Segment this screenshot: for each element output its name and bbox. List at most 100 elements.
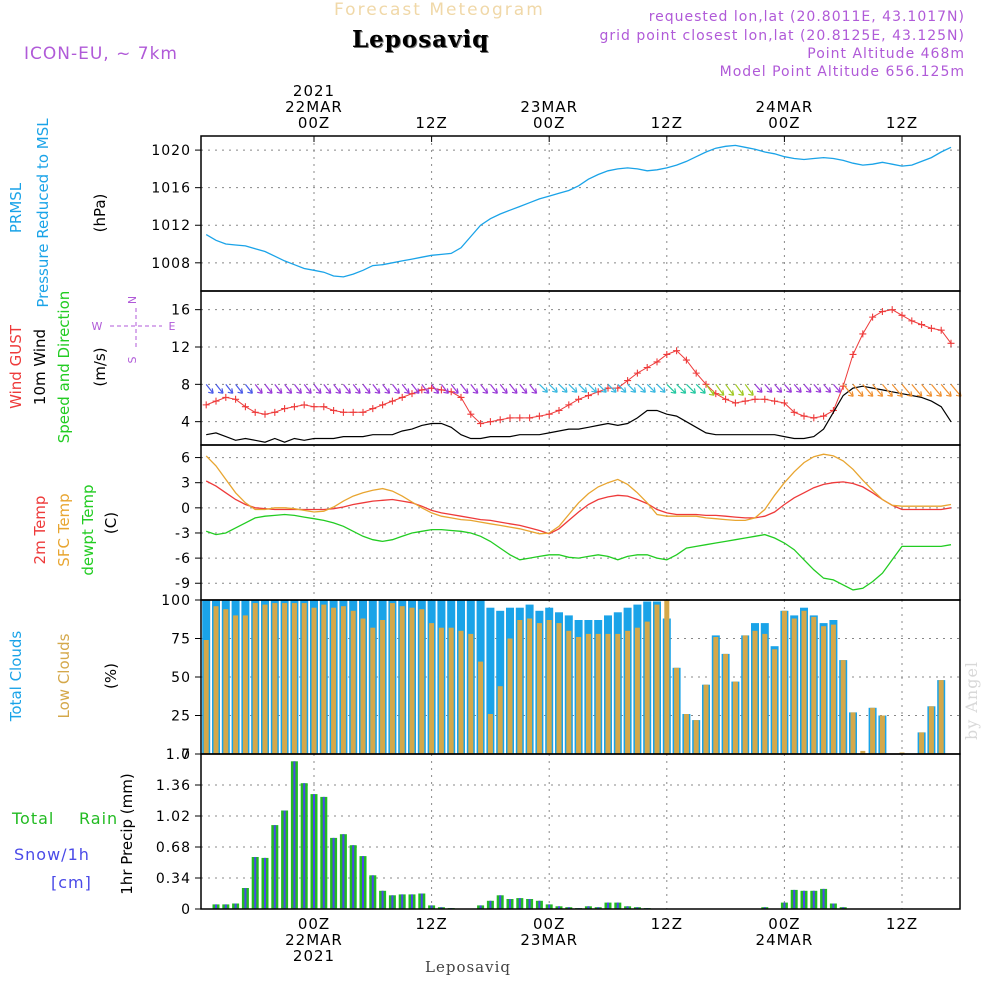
gust-marker [947, 339, 955, 347]
gust-marker [261, 410, 269, 418]
wind-direction-arrow [489, 383, 498, 394]
wind-direction-arrow [813, 383, 822, 393]
location-title: Leposaviq [352, 26, 490, 53]
gust-marker [212, 397, 220, 405]
precip-bar-core [616, 902, 619, 909]
wind-direction-arrow [901, 383, 913, 397]
low-cloud-bar [497, 686, 503, 754]
precip-bar-core [264, 857, 266, 909]
gust-marker [339, 408, 347, 416]
temp-unit: (C) [102, 512, 120, 534]
precip-bar-core [587, 906, 590, 909]
compass-north: N [126, 296, 139, 304]
low-cloud-bar [870, 707, 876, 754]
wind-direction-arrow [734, 383, 744, 396]
low-cloud-bar [389, 603, 395, 754]
y-tick-label: 100 [161, 593, 191, 609]
cloud-label-1: Total Clouds [7, 631, 25, 723]
low-cloud-bar [546, 620, 552, 754]
wind-direction-arrow [333, 383, 342, 394]
gust-marker [692, 369, 700, 377]
precip-bar-core [234, 903, 237, 909]
wind-direction-arrow [460, 383, 469, 394]
low-cloud-bar [213, 606, 219, 754]
precip-bar-core [283, 810, 286, 909]
top-time-label: 00Z [533, 114, 565, 132]
y-tick-label: 16 [171, 303, 191, 319]
low-cloud-bar [830, 624, 836, 754]
y-tick-label: 12 [171, 340, 191, 356]
top-time-label: 00Z [768, 114, 800, 132]
low-cloud-bar [438, 627, 444, 754]
gust-marker [643, 364, 651, 372]
precip-bar-core [636, 907, 639, 909]
gust-marker [506, 414, 514, 422]
low-cloud-bar [605, 633, 611, 754]
gust-marker [810, 414, 818, 422]
temp-label-3: dewpt Temp [79, 484, 97, 575]
wind-direction-arrow [284, 383, 293, 394]
wind-direction-arrow [538, 383, 548, 393]
wind-direction-arrow [264, 383, 273, 394]
gust-marker [849, 350, 857, 358]
y-tick-label: 1016 [151, 181, 191, 197]
precip-bar-core [342, 834, 345, 909]
low-cloud-bar [487, 714, 493, 754]
top-time-label: 12Z [415, 114, 447, 132]
model-name: ICON-EU, ~ 7km [24, 44, 178, 64]
gust-marker [349, 408, 357, 416]
low-cloud-bar [791, 618, 797, 754]
wind-direction-arrow [587, 383, 597, 393]
wind-direction-arrow [715, 383, 725, 396]
gust-marker [300, 401, 308, 409]
pressure-label-2: Pressure Reduced to MSL [34, 118, 52, 308]
bottom-time-label: 22MAR [285, 931, 343, 949]
wind-direction-arrow [323, 383, 332, 394]
wind-direction-arrow [391, 383, 400, 394]
precip-bar-core [420, 893, 423, 909]
wind-direction-arrow [617, 383, 627, 393]
low-cloud-bar [409, 607, 415, 754]
wind-direction-arrow [313, 383, 322, 394]
panel-frame [200, 444, 961, 601]
cloud-unit: (%) [102, 663, 120, 689]
wind-direction-arrow [470, 383, 479, 394]
low-cloud-bar [811, 616, 817, 754]
temp-label-1: 2m Temp [31, 496, 49, 565]
low-cloud-bar [242, 615, 248, 754]
gust-marker [496, 416, 504, 424]
wind-direction-arrow [509, 383, 518, 394]
gust-marker [751, 395, 759, 403]
wind-direction-arrow [862, 383, 874, 397]
precip-bar-core [479, 905, 482, 909]
y-tick-label: -6 [175, 551, 191, 567]
wind-direction-arrow [548, 383, 558, 393]
gust-marker [663, 350, 671, 358]
precip-bar-core [499, 895, 502, 909]
low-cloud-bar [340, 606, 346, 754]
wind-direction-arrow [362, 383, 371, 394]
low-cloud-bar [536, 623, 542, 754]
wind-direction-arrow [930, 383, 942, 397]
bottom-time-label: 00Z [533, 915, 565, 933]
wind-direction-arrow [352, 383, 361, 394]
gust-marker [418, 386, 426, 394]
wind-direction-arrow [342, 383, 351, 394]
wind-direction-arrow [431, 383, 440, 394]
gust-marker [447, 388, 455, 396]
point-altitude: Point Altitude 468m [807, 46, 965, 62]
low-cloud-bar [644, 621, 650, 754]
low-cloud-bar [654, 604, 660, 754]
precip-label-cm: [cm] [51, 873, 92, 892]
gust-marker [702, 380, 710, 388]
wind-direction-arrow [499, 383, 508, 394]
product-title: Forecast Meteogram [334, 0, 545, 20]
low-cloud-bar [203, 640, 209, 754]
y-tick-label: 1020 [151, 143, 191, 159]
cloud-label-2: Low Clouds [55, 633, 73, 718]
precip-bar-core [763, 907, 766, 909]
precip-bar-core [371, 875, 374, 909]
gust-marker [908, 317, 916, 325]
gust-marker [927, 324, 935, 332]
precip-bar-core [626, 906, 629, 909]
